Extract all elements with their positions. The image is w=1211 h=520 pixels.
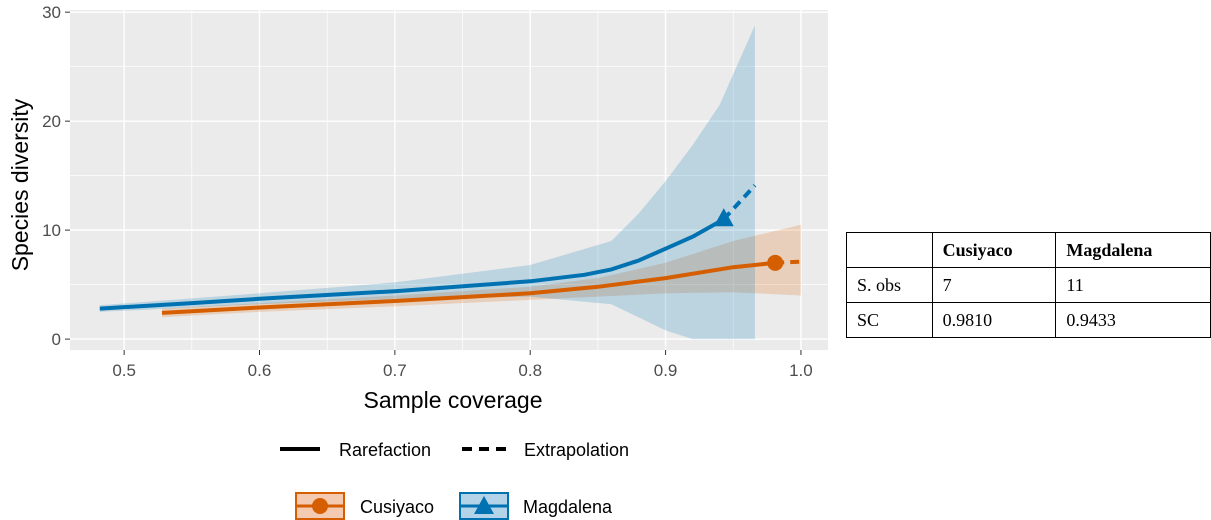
y-axis-title: Species diversity bbox=[7, 98, 33, 271]
summary-table: Cusiyaco Magdalena S. obs 7 11 SC 0.9810… bbox=[846, 232, 1211, 338]
legend-rarefaction-label: Rarefaction bbox=[339, 440, 431, 460]
x-tick-label: 0.6 bbox=[248, 361, 272, 380]
y-tick-label: 30 bbox=[42, 3, 61, 22]
y-tick-label: 20 bbox=[42, 112, 61, 131]
grid-lines bbox=[70, 10, 828, 350]
y-tick-label: 0 bbox=[52, 330, 61, 349]
legend-magdalena-key-marker bbox=[474, 496, 494, 514]
rarefaction-line-cusiyaco bbox=[161, 260, 776, 315]
table-cell: 11 bbox=[1055, 267, 1211, 303]
y-tick-label: 10 bbox=[42, 221, 61, 240]
legend-magdalena-label: Magdalena bbox=[523, 497, 613, 517]
confidence-band-cusiyaco bbox=[162, 224, 801, 318]
table-header-cusiyaco: Cusiyaco bbox=[931, 232, 1057, 268]
observed-point-magdalena bbox=[713, 208, 734, 227]
extrapolation-line-magdalena bbox=[722, 184, 757, 221]
table-row: SC 0.9810 0.9433 bbox=[846, 302, 1211, 338]
rarefaction-line-magdalena bbox=[99, 217, 725, 311]
x-tick-label: 0.7 bbox=[383, 361, 407, 380]
table-header-cell bbox=[846, 232, 933, 268]
table-header-magdalena: Magdalena bbox=[1055, 232, 1211, 268]
confidence-bands bbox=[99, 25, 801, 340]
table-cell: 0.9810 bbox=[931, 302, 1057, 338]
x-tick-label: 0.8 bbox=[518, 361, 542, 380]
x-tick-label: 0.9 bbox=[654, 361, 678, 380]
legend-extrapolation-label: Extrapolation bbox=[524, 440, 629, 460]
table-cell: 7 bbox=[931, 267, 1057, 303]
x-axis-title: Sample coverage bbox=[364, 387, 543, 413]
table-header-row: Cusiyaco Magdalena bbox=[846, 232, 1211, 268]
confidence-band-magdalena bbox=[99, 25, 755, 340]
table-cell: 0.9433 bbox=[1055, 302, 1211, 338]
table-cell: SC bbox=[846, 302, 933, 338]
x-tick-label: 0.5 bbox=[112, 361, 136, 380]
legend-cusiyaco-label: Cusiyaco bbox=[360, 497, 434, 517]
legend-group: Cusiyaco Magdalena bbox=[295, 492, 613, 520]
axis-ticks: 0.5 0.6 0.7 0.8 0.9 1.0 0 10 20 30 bbox=[42, 3, 813, 380]
table-row: S. obs 7 11 bbox=[846, 267, 1211, 303]
observed-markers bbox=[713, 208, 784, 271]
legend-cusiyaco-key-marker bbox=[312, 498, 328, 514]
observed-point-cusiyaco bbox=[767, 254, 784, 271]
x-tick-label: 1.0 bbox=[789, 361, 813, 380]
legend-linetype: Rarefaction Extrapolation bbox=[280, 440, 629, 460]
table-cell: S. obs bbox=[846, 267, 933, 303]
